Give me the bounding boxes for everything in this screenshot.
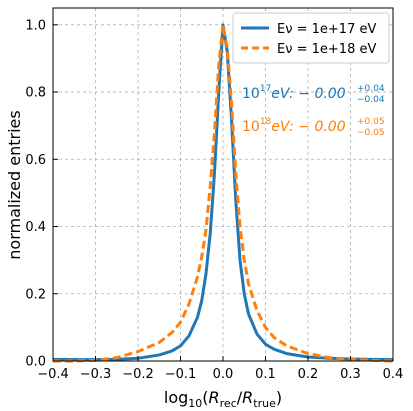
series-group — [52, 23, 394, 363]
grid — [52, 8, 394, 362]
legend-label-1e17: Eν = 1e+17 eV — [277, 22, 376, 37]
series-line-1 — [53, 23, 394, 363]
x-tick-label: 0.1 — [255, 367, 276, 382]
y-tick-label: 0.2 — [25, 287, 46, 302]
legend-label-1e18: Eν = 1e+18 eV — [277, 42, 376, 57]
y-tick-label: 0.4 — [25, 220, 46, 235]
x-axis-label-log: log — [164, 388, 188, 407]
y-tick-label: 0.0 — [25, 355, 46, 370]
annotations: 1017eV: − 0.00 +0.04 −0.04 1018eV: − 0.0… — [242, 84, 385, 138]
annotation-1e17-up: +0.04 — [357, 84, 385, 94]
annotation-1e18-exp: 18 — [260, 117, 272, 127]
annotation-1e17-exp: 17 — [260, 84, 271, 94]
legend-box — [232, 12, 390, 64]
x-axis-label: log10(Rrec/Rtrue) — [164, 388, 282, 410]
x-tick-label: 0.2 — [298, 367, 319, 382]
x-tick-label: −0.4 — [37, 367, 69, 382]
ticks: −0.4 −0.3 −0.2 −0.1 0.0 0.1 0.2 0.3 0.4 0.0 0.2 0.4… — [25, 18, 403, 382]
series-line-0 — [52, 23, 394, 362]
x-axis-label-slash: / — [237, 388, 243, 407]
x-axis-label-r2: R — [242, 388, 253, 407]
x-axis-label-true: true — [253, 397, 276, 410]
y-tick-label: 1.0 — [25, 18, 46, 33]
x-axis-label-log-base: 10 — [188, 397, 202, 410]
annotation-1e18: 1018eV: − 0.00 +0.05 −0.05 — [242, 117, 385, 138]
annotation-1e18-down: −0.05 — [357, 128, 385, 138]
annotation-1e18-main: 1018eV: − 0.00 — [242, 117, 346, 135]
x-tick-label: −0.1 — [165, 367, 197, 382]
annotation-1e18-up: +0.05 — [357, 117, 385, 127]
annotation-1e17-down: −0.04 — [357, 95, 385, 105]
x-axis-label-r1: R — [209, 388, 220, 407]
annotation-1e17: 1017eV: − 0.00 +0.04 −0.04 — [242, 84, 385, 105]
y-tick-label: 0.8 — [25, 86, 46, 101]
x-axis-label-close: ) — [276, 388, 282, 407]
x-axis-label-rec: rec — [220, 397, 237, 410]
legend: Eν = 1e+17 eV Eν = 1e+18 eV — [232, 12, 390, 64]
x-tick-label: 0.0 — [213, 367, 234, 382]
x-tick-label: −0.3 — [80, 367, 112, 382]
y-axis-label: normalized entries — [5, 110, 24, 259]
x-axis-label-open: ( — [202, 388, 208, 407]
y-tick-label: 0.6 — [25, 153, 46, 168]
x-tick-label: −0.2 — [122, 367, 154, 382]
x-tick-label: 0.3 — [340, 367, 361, 382]
annotation-1e17-main: 1017eV: − 0.00 — [242, 84, 346, 102]
x-tick-label: 0.4 — [383, 367, 404, 382]
